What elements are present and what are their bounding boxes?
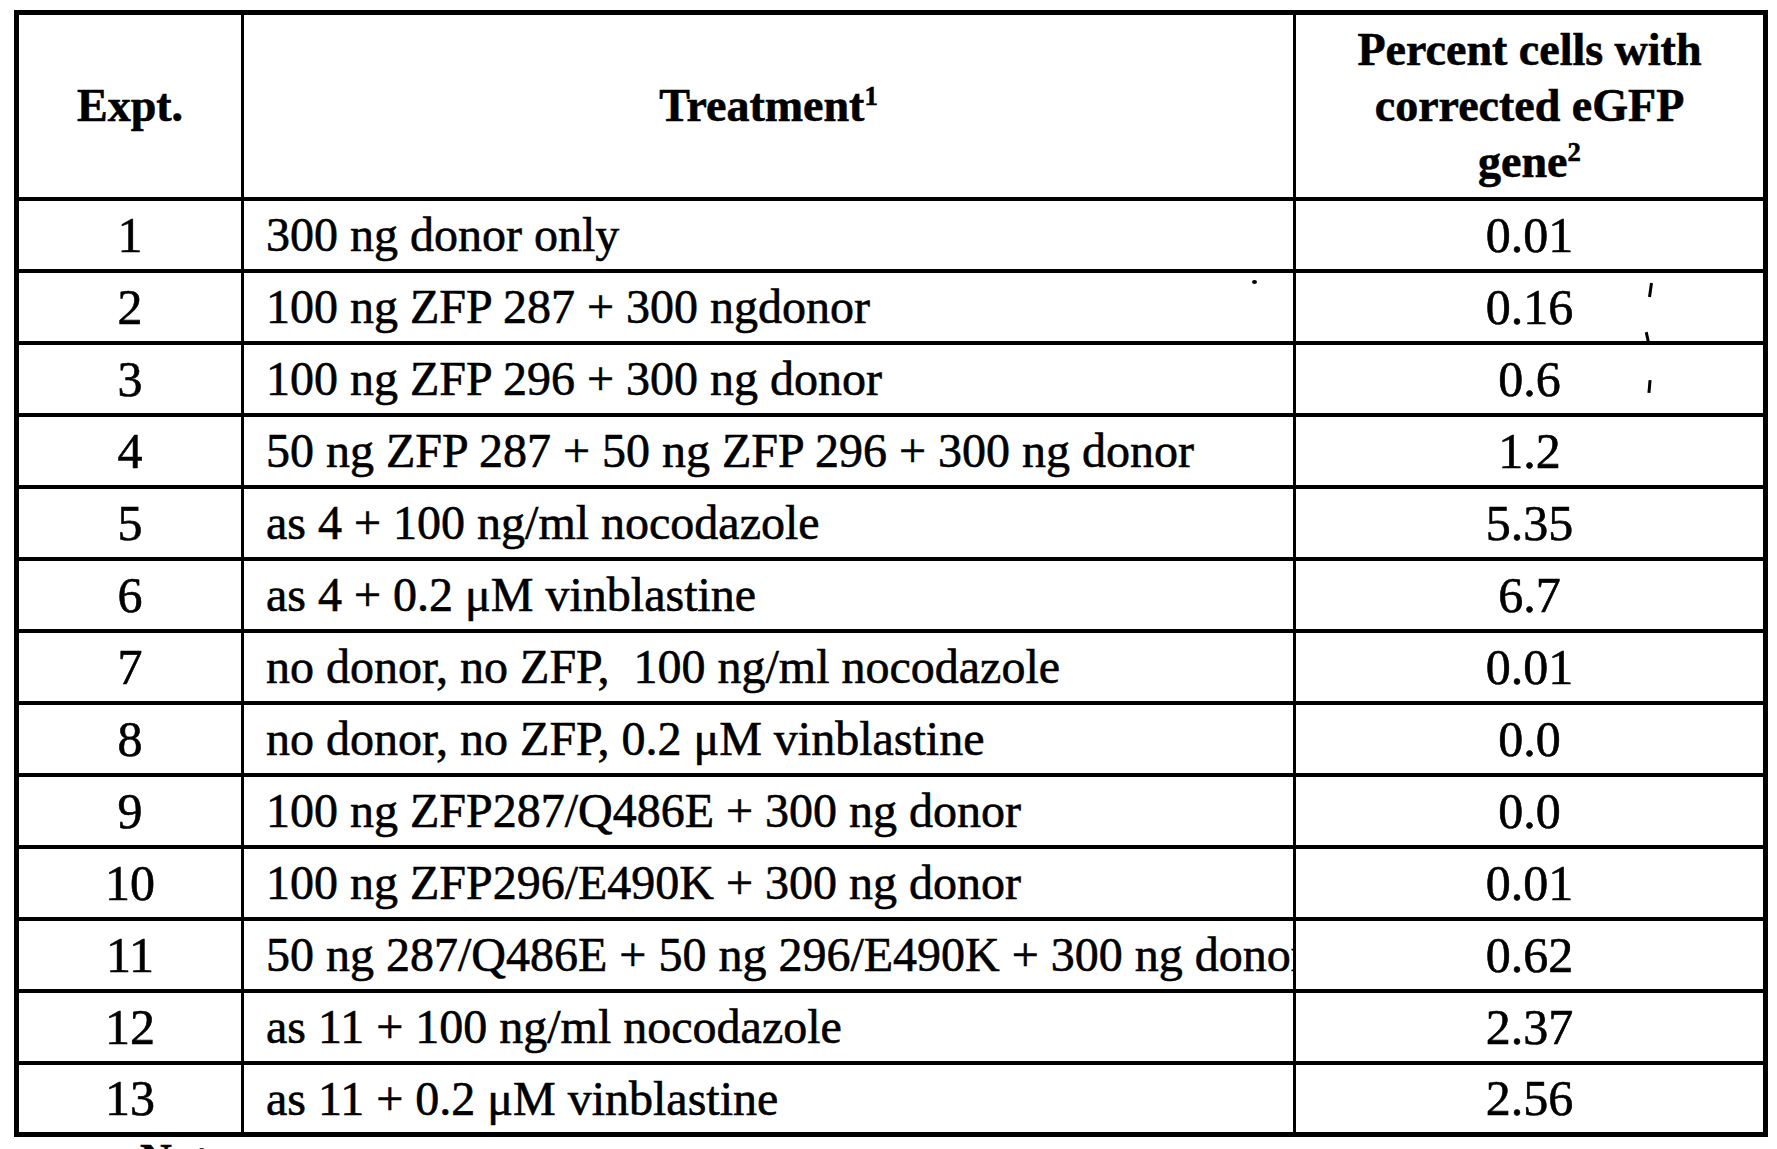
table-row: 1 300 ng donor only 0.01	[17, 199, 1766, 271]
header-treatment: Treatment1	[243, 13, 1295, 199]
table-row: 5 as 4 + 100 ng/ml nocodazole 5.35	[17, 487, 1766, 559]
percent-cell: 1.2	[1295, 415, 1766, 487]
header-percent-line2: corrected eGFP	[1296, 78, 1763, 134]
table-row: 7 no donor, no ZFP, 100 ng/ml nocodazole…	[17, 631, 1766, 703]
percent-cell: 0.01	[1295, 847, 1766, 919]
expt-number: 3	[17, 343, 243, 415]
table-row: 12 as 11 + 100 ng/ml nocodazole 2.37	[17, 991, 1766, 1063]
table-row: 4 50 ng ZFP 287 + 50 ng ZFP 296 + 300 ng…	[17, 415, 1766, 487]
header-treatment-label: Treatment	[659, 80, 864, 131]
header-expt: Expt.	[17, 13, 243, 199]
header-percent-line1: Percent cells with	[1296, 22, 1763, 78]
treatment-cell: as 4 + 100 ng/ml nocodazole	[243, 487, 1295, 559]
scanned-document-page: Expt. Treatment1 Percent cells with corr…	[0, 0, 1777, 1149]
header-percent: Percent cells with corrected eGFP gene2	[1295, 13, 1766, 199]
treatment-cell: as 11 + 0.2 μM vinblastine	[243, 1063, 1295, 1135]
percent-cell: 0.6	[1295, 343, 1766, 415]
treatment-cell: 50 ng ZFP 287 + 50 ng ZFP 296 + 300 ng d…	[243, 415, 1295, 487]
table-row: 11 50 ng 287/Q486E + 50 ng 296/E490K + 3…	[17, 919, 1766, 991]
percent-cell: 6.7	[1295, 559, 1766, 631]
table-row: 8 no donor, no ZFP, 0.2 μM vinblastine 0…	[17, 703, 1766, 775]
expt-number: 13	[17, 1063, 243, 1135]
expt-number: 9	[17, 775, 243, 847]
treatment-cell: as 4 + 0.2 μM vinblastine	[243, 559, 1295, 631]
treatment-cell: 100 ng ZFP 296 + 300 ng donor	[243, 343, 1295, 415]
experiment-results-table: Expt. Treatment1 Percent cells with corr…	[14, 10, 1768, 1137]
percent-cell: 0.0	[1295, 703, 1766, 775]
expt-number: 4	[17, 415, 243, 487]
percent-cell: 0.62	[1295, 919, 1766, 991]
treatment-cell: 100 ng ZFP287/Q486E + 300 ng donor	[243, 775, 1295, 847]
percent-cell: 0.16	[1295, 271, 1766, 343]
expt-number: 7	[17, 631, 243, 703]
table-row: 13 as 11 + 0.2 μM vinblastine 2.56	[17, 1063, 1766, 1135]
table-row: 2 100 ng ZFP 287 + 300 ngdonor 0.16	[17, 271, 1766, 343]
expt-number: 12	[17, 991, 243, 1063]
percent-cell: 0.01	[1295, 199, 1766, 271]
percent-cell: 0.01	[1295, 631, 1766, 703]
table-row: 10 100 ng ZFP296/E490K + 300 ng donor 0.…	[17, 847, 1766, 919]
scan-artifact	[1252, 280, 1257, 284]
percent-cell: 2.37	[1295, 991, 1766, 1063]
treatment-cell: 50 ng 287/Q486E + 50 ng 296/E490K + 300 …	[243, 919, 1295, 991]
treatment-cell: no donor, no ZFP, 0.2 μM vinblastine	[243, 703, 1295, 775]
percent-cell: 5.35	[1295, 487, 1766, 559]
table-row: 6 as 4 + 0.2 μM vinblastine 6.7	[17, 559, 1766, 631]
table-header-row: Expt. Treatment1 Percent cells with corr…	[17, 13, 1766, 199]
notes-label-clipped: Notes	[140, 1134, 245, 1149]
percent-cell: 2.56	[1295, 1063, 1766, 1135]
expt-number: 2	[17, 271, 243, 343]
expt-number: 1	[17, 199, 243, 271]
treatment-cell: 300 ng donor only	[243, 199, 1295, 271]
expt-number: 11	[17, 919, 243, 991]
expt-number: 10	[17, 847, 243, 919]
treatment-cell: as 11 + 100 ng/ml nocodazole	[243, 991, 1295, 1063]
header-treatment-footnote-ref: 1	[864, 81, 877, 111]
header-percent-line3: gene2	[1296, 134, 1763, 190]
expt-number: 6	[17, 559, 243, 631]
treatment-cell: 100 ng ZFP296/E490K + 300 ng donor	[243, 847, 1295, 919]
treatment-cell: no donor, no ZFP, 100 ng/ml nocodazole	[243, 631, 1295, 703]
percent-cell: 0.0	[1295, 775, 1766, 847]
expt-number: 8	[17, 703, 243, 775]
table-row: 9 100 ng ZFP287/Q486E + 300 ng donor 0.0	[17, 775, 1766, 847]
expt-number: 5	[17, 487, 243, 559]
table-row: 3 100 ng ZFP 296 + 300 ng donor 0.6	[17, 343, 1766, 415]
treatment-cell: 100 ng ZFP 287 + 300 ngdonor	[243, 271, 1295, 343]
header-percent-footnote-ref: 2	[1568, 136, 1581, 166]
